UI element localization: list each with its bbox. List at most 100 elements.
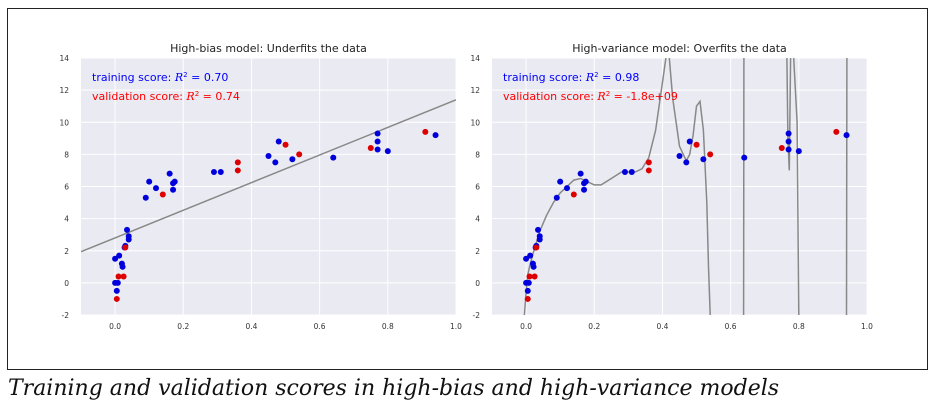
validation-point: [778, 144, 785, 151]
training-point: [530, 263, 537, 270]
x-tick-label: 0.0: [520, 322, 532, 331]
validation-point: [113, 295, 120, 302]
high-bias-chart: 0.0 0.2 0.4 0.6 0.8 1.0 -2 0 2 4 6 8 10 12 14 High-bias…: [59, 42, 462, 331]
figure-frame: 0.0 0.2 0.4 0.6 0.8 1.0 -2 0 2 4 6 8 10 12 14 High-bias…: [7, 8, 928, 370]
y-tick-label: 12: [59, 86, 69, 95]
y-tick-label: 6: [64, 183, 69, 192]
y-tick-label: 12: [470, 86, 480, 95]
x-tick-label: 0.0: [109, 322, 121, 331]
training-point: [683, 159, 690, 166]
fit-line: [81, 99, 456, 253]
training-point: [843, 132, 850, 139]
validation-point: [422, 128, 429, 135]
training-point: [210, 169, 217, 176]
fit-curve: [668, 58, 711, 315]
score-prefix: validation score:: [92, 90, 186, 103]
y-tick-label: 10: [470, 118, 480, 127]
training-point: [171, 178, 178, 185]
validation-point: [645, 159, 652, 166]
training-point: [785, 146, 792, 153]
validation-point: [296, 151, 303, 158]
training-point: [265, 152, 272, 159]
x-tick-label: 0.6: [314, 322, 326, 331]
validation-point: [707, 151, 714, 158]
x-tick-label: 1.0: [861, 322, 873, 331]
x-tick-label: 0.4: [656, 322, 668, 331]
score-prefix: validation score:: [503, 90, 597, 103]
x-tick-label: 0.8: [793, 322, 805, 331]
score-prefix: training score:: [92, 71, 175, 84]
training-point: [795, 148, 802, 155]
validation-point: [570, 191, 577, 198]
validation-point: [833, 128, 840, 135]
training-point: [686, 138, 693, 145]
validation-point: [524, 295, 531, 302]
score-value: = 0.74: [199, 90, 240, 103]
score-value: = 0.70: [188, 71, 229, 84]
x-tick-label: 0.8: [382, 322, 394, 331]
r-symbol: R: [585, 71, 594, 84]
validation-point: [533, 244, 540, 251]
training-point: [170, 186, 177, 193]
score-value: = 0.98: [599, 71, 640, 84]
training-point: [524, 287, 531, 294]
x-tick-label: 0.4: [245, 322, 257, 331]
training-point: [582, 178, 589, 185]
validation-point: [531, 273, 538, 280]
r-symbol: R: [596, 90, 605, 103]
y-tick-label: 4: [64, 215, 69, 224]
training-point: [785, 138, 792, 145]
superscript-2: 2: [183, 71, 187, 79]
training-point: [330, 154, 337, 161]
fit-curve: [786, 58, 792, 171]
y-tick-label: 14: [59, 54, 69, 63]
training-point: [113, 287, 120, 294]
training-point: [557, 178, 564, 185]
training-point: [146, 178, 153, 185]
validation-point: [282, 141, 289, 148]
validation-point: [367, 144, 374, 151]
validation-point: [526, 273, 533, 280]
y-tick-label: 0: [64, 279, 69, 288]
training-point: [153, 185, 159, 192]
validation-point: [645, 167, 652, 174]
y-tick-label: 14: [470, 54, 480, 63]
validation-score-label: validation score: R2 = -1.8e+09: [503, 90, 678, 103]
validation-point: [120, 273, 127, 280]
training-point: [374, 130, 381, 137]
training-point: [114, 279, 121, 286]
validation-point: [115, 273, 122, 280]
x-tick-label: 0.2: [177, 322, 189, 331]
validation-score-label: validation score: R2 = 0.74: [92, 90, 240, 103]
superscript-2: 2: [195, 90, 199, 98]
y-tick-label: 4: [475, 215, 480, 224]
charts-figure: 0.0 0.2 0.4 0.6 0.8 1.0 -2 0 2 4 6 8 10 12 14 High-bias…: [59, 42, 873, 331]
training-point: [374, 138, 381, 145]
y-tick-label: 10: [59, 118, 69, 127]
training-point: [527, 252, 534, 259]
training-point: [275, 138, 282, 145]
training-point: [217, 169, 224, 176]
r-symbol: R: [174, 71, 183, 84]
training-point: [125, 233, 132, 240]
training-point: [432, 132, 439, 139]
training-point: [112, 255, 119, 262]
training-point: [289, 156, 296, 163]
superscript-2: 2: [594, 71, 598, 79]
plot-area: [523, 58, 850, 315]
training-point: [785, 130, 792, 137]
y-tick-label: 2: [64, 247, 69, 256]
training-point: [525, 279, 532, 286]
y-tick-label: 0: [475, 279, 480, 288]
training-point: [142, 194, 149, 201]
training-point: [577, 170, 584, 177]
y-tick-label: -2: [473, 311, 481, 320]
training-point: [536, 233, 543, 240]
training-point: [676, 152, 683, 159]
training-point: [124, 226, 131, 233]
figure-caption: Training and validation scores in high-b…: [8, 376, 780, 401]
training-point: [272, 159, 279, 166]
x-tick-label: 0.6: [725, 322, 737, 331]
y-tick-label: 8: [64, 150, 69, 159]
training-point: [374, 146, 381, 153]
